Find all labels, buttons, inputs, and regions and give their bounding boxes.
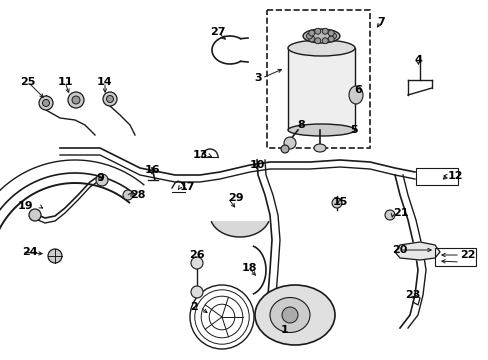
Circle shape — [308, 36, 314, 42]
Circle shape — [191, 257, 203, 269]
Text: 23: 23 — [405, 290, 420, 300]
Text: 10: 10 — [249, 160, 264, 170]
Bar — [415, 168, 457, 185]
Text: 20: 20 — [391, 245, 407, 255]
Polygon shape — [211, 222, 268, 237]
Text: 6: 6 — [353, 85, 361, 95]
Bar — [434, 248, 475, 266]
Circle shape — [103, 92, 117, 106]
Text: 26: 26 — [189, 250, 204, 260]
Text: 19: 19 — [18, 201, 34, 211]
Text: 11: 11 — [57, 77, 73, 87]
Ellipse shape — [254, 285, 334, 345]
Text: 2: 2 — [190, 302, 198, 312]
Circle shape — [330, 33, 336, 39]
Text: 12: 12 — [447, 171, 463, 181]
Bar — [266, 10, 369, 148]
Ellipse shape — [269, 297, 309, 333]
Circle shape — [327, 36, 333, 42]
Circle shape — [191, 286, 203, 298]
Text: 25: 25 — [20, 77, 36, 87]
Text: 3: 3 — [254, 73, 262, 83]
Bar — [287, 48, 354, 130]
Text: 17: 17 — [180, 182, 195, 192]
Circle shape — [72, 96, 80, 104]
Circle shape — [308, 30, 314, 36]
Circle shape — [331, 198, 341, 208]
Ellipse shape — [348, 86, 362, 104]
Text: 16: 16 — [144, 165, 160, 175]
Circle shape — [327, 30, 333, 36]
Text: 21: 21 — [392, 208, 407, 218]
Circle shape — [39, 96, 53, 110]
Text: 18: 18 — [241, 263, 256, 273]
Text: 13: 13 — [192, 150, 207, 160]
Circle shape — [48, 249, 62, 263]
Text: 28: 28 — [130, 190, 145, 200]
Ellipse shape — [303, 29, 339, 43]
Text: 7: 7 — [376, 17, 384, 27]
Text: 1: 1 — [281, 325, 288, 335]
Text: 22: 22 — [459, 250, 474, 260]
Circle shape — [29, 209, 41, 221]
Text: 4: 4 — [413, 55, 421, 65]
Circle shape — [282, 307, 297, 323]
Circle shape — [384, 210, 394, 220]
Text: 5: 5 — [349, 125, 357, 135]
Circle shape — [314, 38, 320, 44]
Text: 15: 15 — [332, 197, 347, 207]
Ellipse shape — [313, 144, 325, 152]
Circle shape — [306, 33, 312, 39]
Ellipse shape — [287, 40, 354, 56]
Text: 9: 9 — [96, 173, 104, 183]
Circle shape — [314, 28, 320, 34]
Text: 29: 29 — [227, 193, 243, 203]
Circle shape — [123, 190, 133, 200]
Circle shape — [322, 28, 327, 34]
Circle shape — [281, 145, 288, 153]
Polygon shape — [394, 242, 439, 260]
Text: 24: 24 — [22, 247, 38, 257]
Text: 27: 27 — [210, 27, 225, 37]
Circle shape — [68, 92, 84, 108]
Circle shape — [106, 95, 113, 103]
Circle shape — [42, 99, 49, 107]
Text: 14: 14 — [97, 77, 113, 87]
Circle shape — [284, 137, 295, 149]
Ellipse shape — [287, 124, 354, 136]
Circle shape — [322, 38, 327, 44]
Text: 8: 8 — [297, 120, 305, 130]
Circle shape — [96, 174, 108, 186]
